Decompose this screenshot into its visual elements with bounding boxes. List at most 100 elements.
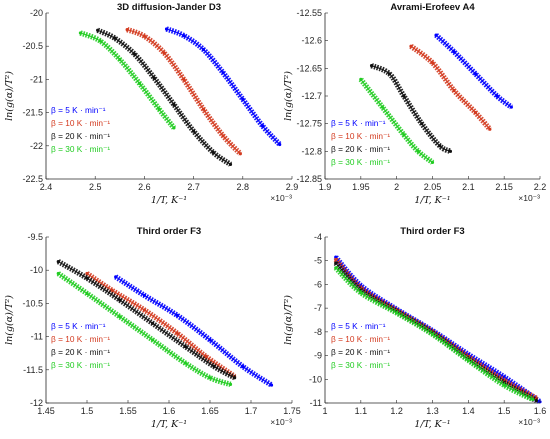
x-axis-label: 1/T, K⁻¹	[414, 195, 450, 206]
series-2-fit-line	[86, 273, 235, 377]
data-point	[183, 344, 187, 349]
data-point	[208, 338, 212, 342]
data-point	[172, 126, 176, 130]
data-point	[221, 71, 225, 75]
data-point	[395, 311, 399, 315]
y-tick-label: -22	[30, 141, 43, 151]
x-tick-label: 2.05	[424, 182, 442, 192]
data-point	[98, 39, 102, 43]
data-point	[85, 271, 89, 276]
data-point	[502, 375, 506, 379]
y-tick-label: -12.6	[301, 36, 322, 46]
legend-entry: β = 30 K · min⁻¹	[51, 144, 110, 154]
data-point	[85, 276, 89, 280]
y-tick-label: -12.8	[301, 146, 322, 156]
chart-panel-2: 1.9 1.95 2 2.05 2.1 2.15 2.2 -12.85 -12.8 -12.75 -…	[283, 2, 546, 206]
data-point	[473, 72, 478, 76]
data-point	[430, 160, 435, 164]
data-point	[113, 36, 117, 40]
y-tick-label: -12.7	[301, 91, 322, 101]
data-point	[114, 275, 118, 279]
x-tick-label: 1.5	[81, 406, 94, 416]
x-tick-label: 1.5	[498, 406, 511, 416]
series-2-markers	[409, 43, 492, 131]
legend-entry: β = 20 K · min⁻¹	[331, 144, 390, 154]
y-tick-label: -11	[310, 398, 322, 408]
data-point	[132, 52, 137, 56]
x-tick-label: 2.7	[187, 182, 200, 192]
y-tick-label: -20	[30, 8, 43, 18]
legend-entry: β = 10 K · min⁻¹	[331, 131, 390, 141]
data-point	[182, 33, 186, 38]
data-point	[334, 261, 338, 265]
data-point	[208, 376, 212, 380]
x-tick-label: 1.7	[245, 406, 258, 416]
data-point	[416, 149, 420, 153]
data-point	[369, 63, 374, 68]
data-point	[151, 338, 155, 342]
x-tick-label: 1.65	[201, 406, 219, 416]
data-point	[228, 162, 233, 166]
data-point	[420, 122, 424, 126]
data-point	[438, 144, 442, 148]
data-point	[430, 332, 435, 336]
y-tick-label: -7	[314, 303, 322, 313]
data-point	[409, 44, 413, 48]
y-tick-label: -21	[30, 74, 43, 84]
data-point	[56, 259, 60, 264]
data-point	[278, 142, 282, 147]
x-tick-label: 2.2	[534, 182, 547, 192]
y-tick-label: -21.5	[22, 108, 43, 118]
y-tick-label: -20.5	[22, 41, 43, 51]
data-point	[172, 103, 176, 107]
data-point	[448, 149, 453, 153]
y-axis-label: ln(g(α)/T²)	[4, 295, 15, 345]
legend-entry: β = 5 K · min⁻¹	[51, 105, 106, 115]
data-point	[142, 293, 146, 298]
data-point	[531, 397, 535, 402]
legend-entry: β = 10 K · min⁻¹	[51, 118, 110, 128]
data-point	[211, 150, 215, 155]
x-axis-multiplier: ×10⁻³	[518, 193, 540, 203]
chart-title: Third order F3	[137, 226, 201, 237]
y-tick-label: -12.75	[296, 119, 322, 129]
x-axis-label: 1/T, K⁻¹	[151, 195, 187, 206]
legend-entry: β = 10 K · min⁻¹	[331, 334, 390, 344]
data-point	[402, 94, 406, 98]
data-point	[452, 50, 456, 54]
y-tick-label: -10	[309, 374, 322, 384]
legend-entry: β = 30 K · min⁻¹	[331, 360, 390, 370]
data-point	[509, 105, 513, 109]
x-tick-label: 1	[322, 406, 327, 416]
legend-entry: β = 5 K · min⁻¹	[51, 321, 106, 331]
data-point	[430, 61, 435, 65]
y-tick-label: -6	[314, 279, 322, 289]
y-tick-label: -12.85	[296, 174, 322, 184]
x-tick-label: 2.6	[138, 182, 151, 192]
data-point	[466, 358, 470, 362]
y-tick-label: -12.55	[296, 8, 322, 18]
data-point	[228, 382, 233, 387]
x-tick-label: 2.15	[495, 182, 513, 192]
legend-entry: β = 5 K · min⁻¹	[331, 118, 386, 128]
x-tick-label: 2.4	[40, 182, 53, 192]
data-point	[85, 291, 89, 296]
x-tick-label: 1.2	[390, 406, 403, 416]
data-point	[488, 127, 492, 131]
data-point	[142, 308, 146, 312]
x-tick-label: 1.75	[283, 406, 301, 416]
y-tick-label: -11.5	[23, 365, 43, 375]
data-point	[334, 266, 338, 270]
y-tick-label: -9.5	[27, 232, 43, 242]
data-point	[495, 94, 499, 98]
data-point	[118, 315, 122, 319]
data-point	[118, 298, 122, 302]
data-point	[137, 81, 142, 85]
data-point	[201, 107, 206, 111]
data-point	[473, 111, 478, 115]
data-point	[221, 134, 225, 138]
data-point	[269, 383, 274, 387]
data-point	[359, 291, 363, 295]
data-point	[238, 152, 242, 156]
